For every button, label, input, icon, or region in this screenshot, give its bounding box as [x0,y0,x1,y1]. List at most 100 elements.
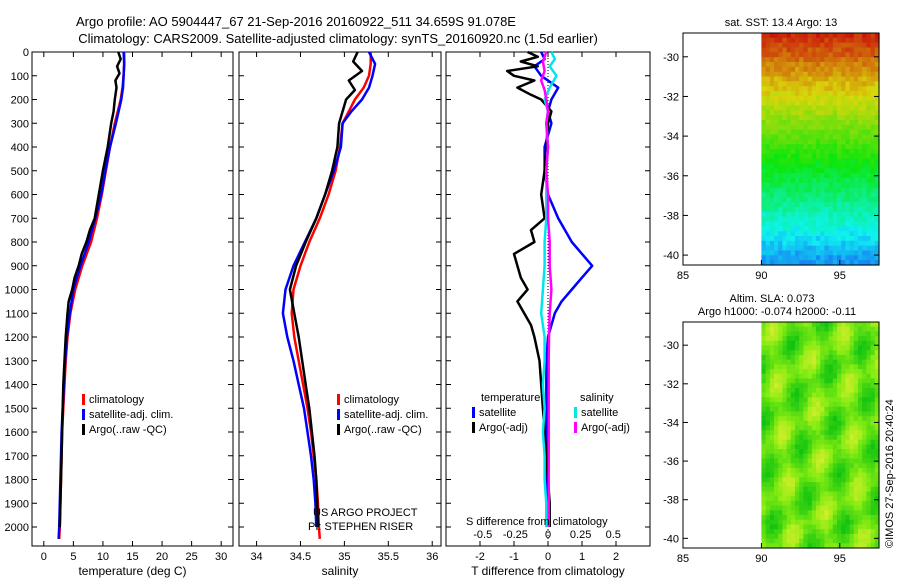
map-cell [862,543,867,549]
map-cell [832,57,838,63]
map-cell [866,524,872,530]
map-cell [828,110,834,116]
map-cell [820,416,825,422]
map-cell [870,173,876,179]
map-cell [807,207,813,213]
map-cell [853,345,859,351]
map-cell [845,369,851,375]
map-cell [795,369,800,375]
map-cell [778,468,783,474]
map-cell [778,435,783,441]
map-cell [795,178,800,184]
map-cell [845,163,851,169]
map-cell [795,33,800,39]
map-cell [786,331,792,337]
map-cell [841,182,846,189]
map-cell [828,168,834,174]
map-cell [774,129,779,136]
map-cell [870,182,876,189]
map-cell [778,345,783,351]
map-cell [832,468,838,474]
y-tick-label: -32 [663,91,679,103]
map-cell [807,260,813,266]
map-cell [820,340,825,347]
map-cell [778,211,783,218]
map-cell [849,425,855,431]
map-cell [858,158,863,165]
map-cell [761,216,767,223]
map-cell [774,331,779,337]
map-cell [778,369,783,375]
map-cell [761,402,767,408]
map-cell [870,86,876,92]
map-cell [866,240,872,247]
map-cell [837,52,842,58]
map-cell [795,100,800,107]
map-cell [824,260,830,266]
legend-label: satellite-adj. clim. [89,409,173,421]
map-cell [858,524,863,530]
map-cell [799,355,804,361]
map-cell [858,52,863,58]
map-cell [824,340,830,347]
map-cell [807,505,813,511]
map-cell [778,458,783,464]
map-cell [828,100,834,107]
map-cell [774,240,779,247]
map-cell [824,52,830,58]
map-cell [803,387,809,394]
map-cell [845,529,851,535]
map-cell [769,105,775,111]
map-cell [824,226,830,232]
x-tick-label: 85 [677,553,689,565]
map-cell [849,76,855,82]
map-cell [862,158,867,165]
map-cell [862,392,867,398]
map-cell [870,144,876,150]
map-cell [803,449,809,455]
map-cell [803,226,809,232]
map-cell [853,149,859,155]
map-cell [849,33,855,39]
map-cell [807,350,813,356]
map-cell [782,144,788,150]
map-cell [853,543,859,549]
map-cell [845,510,851,516]
map-cell [820,129,825,136]
y-tick-label: -38 [663,210,679,222]
map-cell [837,105,842,111]
map-cell [786,416,792,422]
map-cell [874,100,880,107]
map-cell [803,411,809,417]
map-cell [870,510,876,516]
map-cell [841,153,846,160]
map-cell [811,187,817,194]
map-cell [853,505,859,511]
map-cell [824,47,830,53]
map-cell [795,355,800,361]
map-cell [761,66,767,73]
map-cell [849,500,855,507]
map-cell [824,402,830,408]
map-cell [849,543,855,549]
map-cell [828,149,834,155]
map-cell [866,236,872,242]
map-cell [853,197,859,203]
map-cell [782,369,788,375]
y-tick-label: 1300 [5,356,29,368]
map-cell [816,139,821,145]
map-cell [824,33,830,39]
map-cell [799,134,804,140]
map-cell [782,397,788,403]
map-cell [845,173,851,179]
map-cell [845,378,851,384]
map-cell [862,397,867,403]
map-cell [811,105,817,111]
map-cell [790,236,796,242]
map-cell [858,350,863,356]
map-cell [761,345,767,351]
map-cell [841,110,846,116]
map-cell [841,387,846,394]
map-cell [761,416,767,422]
map-cell [862,439,867,445]
